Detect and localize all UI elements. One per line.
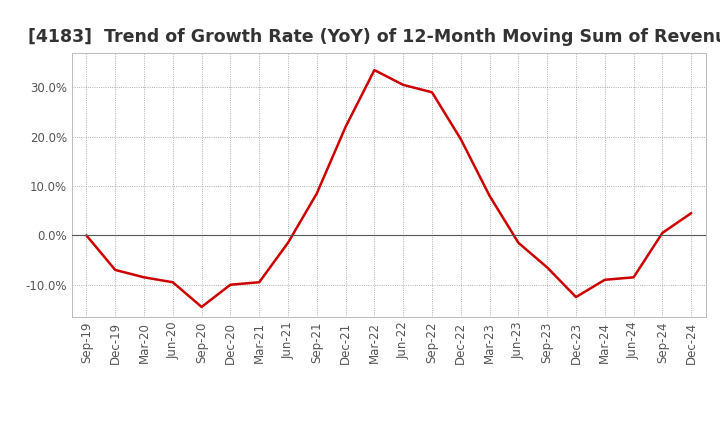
Title: [4183]  Trend of Growth Rate (YoY) of 12-Month Moving Sum of Revenues: [4183] Trend of Growth Rate (YoY) of 12-… bbox=[28, 28, 720, 46]
